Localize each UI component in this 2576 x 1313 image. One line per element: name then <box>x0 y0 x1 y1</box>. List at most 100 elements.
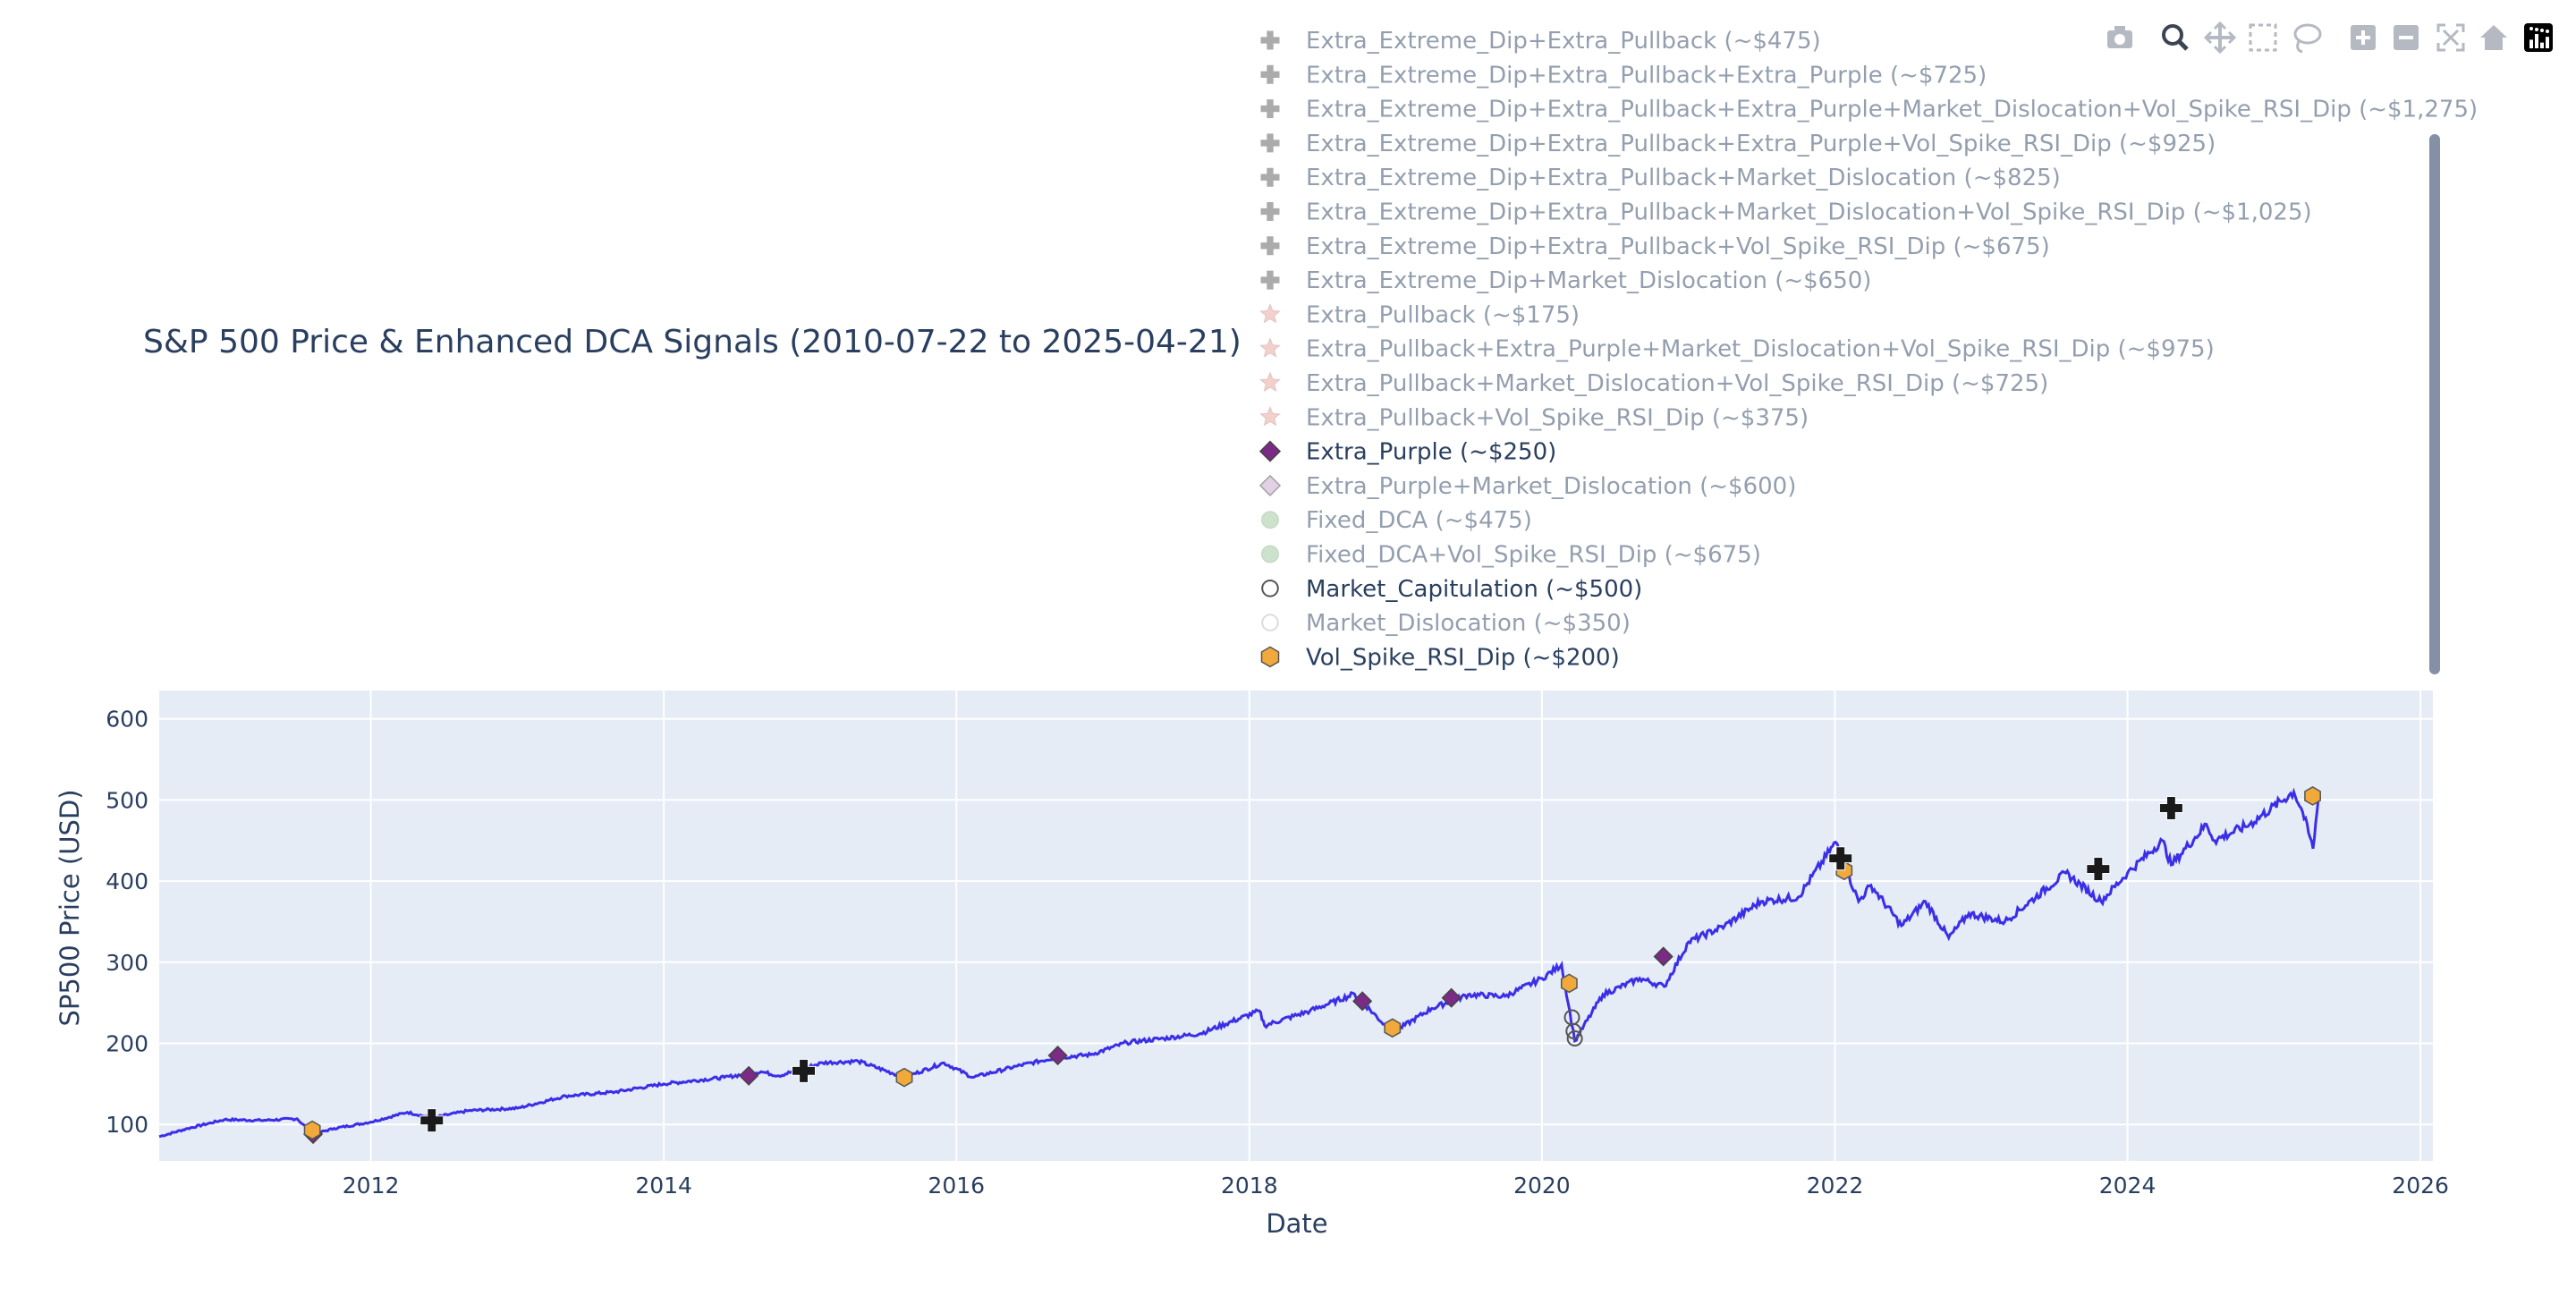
legend-item-label: Extra_Pullback+Vol_Spike_RSI_Dip (~$375) <box>1306 404 1809 431</box>
legend-item-label: Extra_Extreme_Dip+Extra_Pullback+Market_… <box>1306 165 2061 191</box>
legend-item[interactable]: Extra_Extreme_Dip+Extra_Pullback+Extra_P… <box>1259 97 2478 123</box>
y-axis-label: SP500 Price (USD) <box>55 789 85 1026</box>
signal-marker <box>792 1058 817 1083</box>
zoom-out-icon[interactable] <box>2394 25 2419 50</box>
legend-symbol-icon <box>1259 303 1281 324</box>
x-tick-label: 2020 <box>1513 1173 1571 1199</box>
signal-marker <box>1441 987 1462 1008</box>
zoom-in-icon[interactable] <box>2351 25 2376 50</box>
legend-symbol-icon <box>1259 235 1281 257</box>
legend-item[interactable]: Vol_Spike_RSI_Dip (~$200) <box>1260 644 1620 671</box>
y-tick-label: 500 <box>106 787 148 813</box>
legend-item[interactable]: Extra_Extreme_Dip+Extra_Pullback (~$475) <box>1259 28 1821 55</box>
legend-item-label: Extra_Pullback+Market_Dislocation+Vol_Sp… <box>1306 370 2048 397</box>
legend-item[interactable]: Extra_Extreme_Dip+Market_Dislocation (~$… <box>1259 267 1871 294</box>
y-tick-label: 300 <box>106 950 148 976</box>
legend-symbol-icon <box>1259 30 1281 51</box>
x-tick-label: 2026 <box>2392 1173 2449 1199</box>
legend-scrollbar[interactable] <box>2429 134 2440 674</box>
autoscale-icon[interactable] <box>2436 23 2465 52</box>
legend-item[interactable]: Extra_Extreme_Dip+Extra_Pullback+Market_… <box>1259 165 2061 191</box>
legend-item[interactable]: Extra_Extreme_Dip+Extra_Pullback+Extra_P… <box>1259 131 2216 157</box>
legend-symbol-icon <box>1259 132 1281 154</box>
legend-item[interactable]: Extra_Extreme_Dip+Extra_Pullback+Extra_P… <box>1259 62 1987 89</box>
legend-item-label: Extra_Extreme_Dip+Extra_Pullback+Extra_P… <box>1306 97 2478 123</box>
signal-marker <box>1352 991 1373 1012</box>
y-tick-label: 100 <box>106 1112 148 1138</box>
zoom-icon[interactable] <box>2162 24 2189 51</box>
legend-item-label: Vol_Spike_RSI_Dip (~$200) <box>1306 644 1620 671</box>
price-line <box>158 787 2320 1139</box>
legend-symbol-icon <box>1261 545 1279 563</box>
gridlines <box>159 690 2433 1161</box>
legend-item-label: Extra_Pullback (~$175) <box>1306 301 1580 328</box>
x-tick-label: 2014 <box>635 1173 692 1199</box>
legend-item-label: Extra_Extreme_Dip+Extra_Pullback (~$475) <box>1306 28 1821 55</box>
y-axis-ticks: 100 200 300 400 500 600 <box>106 707 148 1138</box>
legend-item-label: Extra_Extreme_Dip+Extra_Pullback+Extra_P… <box>1306 62 1987 89</box>
x-tick-label: 2022 <box>1807 1173 1864 1199</box>
legend-item[interactable]: Fixed_DCA+Vol_Spike_RSI_Dip (~$675) <box>1261 542 1761 569</box>
signal-marker <box>895 1067 913 1088</box>
legend-item-label: Market_Capitulation (~$500) <box>1306 576 1642 603</box>
x-axis-label: Date <box>1266 1208 1327 1239</box>
x-tick-label: 2012 <box>343 1173 400 1199</box>
legend-item-label: Fixed_DCA+Vol_Spike_RSI_Dip (~$675) <box>1306 542 1761 569</box>
signal-marker <box>1047 1046 1068 1066</box>
signal-marker <box>2086 857 2111 882</box>
legend-item[interactable]: Fixed_DCA (~$475) <box>1261 507 1532 534</box>
legend-symbol-icon <box>1258 440 1282 462</box>
legend-item-label: Extra_Pullback+Extra_Purple+Market_Dislo… <box>1306 336 2215 363</box>
x-axis-ticks: 2012 2014 2016 2018 2020 2022 2024 2026 <box>343 1173 2449 1199</box>
legend-item[interactable]: Extra_Purple (~$250) <box>1258 439 1556 466</box>
legend-item[interactable]: Extra_Purple+Market_Dislocation (~$600) <box>1258 473 1796 500</box>
legend-symbol-icon <box>1261 580 1279 597</box>
box-select-icon[interactable] <box>2249 23 2277 52</box>
pan-icon[interactable] <box>2203 21 2237 55</box>
legend-symbol-icon <box>1261 511 1279 529</box>
signal-marker <box>1828 846 1853 871</box>
signal-marker <box>419 1108 445 1133</box>
signal-marker <box>303 1120 321 1140</box>
legend-item[interactable]: Extra_Pullback+Extra_Purple+Market_Dislo… <box>1259 336 2215 363</box>
legend-item[interactable]: Extra_Pullback+Vol_Spike_RSI_Dip (~$375) <box>1259 404 1809 431</box>
legend-symbol-icon <box>1259 64 1281 85</box>
signal-marker <box>1560 973 1578 994</box>
lasso-select-icon[interactable] <box>2293 23 2322 54</box>
legend-item[interactable]: Extra_Pullback (~$175) <box>1259 301 1580 328</box>
plot-area[interactable] <box>159 690 2433 1161</box>
signal-marker <box>1384 1018 1402 1038</box>
y-tick-label: 400 <box>106 868 148 894</box>
signal-marker <box>2304 786 2321 806</box>
legend-item-label: Extra_Extreme_Dip+Extra_Pullback+Extra_P… <box>1306 131 2216 157</box>
legend-item-label: Extra_Extreme_Dip+Market_Dislocation (~$… <box>1306 267 1871 294</box>
legend-item[interactable]: Market_Dislocation (~$350) <box>1261 610 1631 637</box>
legend-symbol-icon <box>1259 98 1281 120</box>
legend[interactable]: Extra_Extreme_Dip+Extra_Pullback (~$475)… <box>1258 28 2478 671</box>
y-tick-label: 600 <box>106 707 148 733</box>
legend-item-label: Extra_Purple (~$250) <box>1306 439 1556 466</box>
plotly-logo-icon[interactable] <box>2524 23 2553 52</box>
legend-symbol-icon <box>1261 614 1279 631</box>
legend-item[interactable]: Extra_Pullback+Market_Dislocation+Vol_Sp… <box>1259 370 2049 397</box>
legend-symbol-icon <box>1259 269 1281 291</box>
legend-item[interactable]: Extra_Extreme_Dip+Extra_Pullback+Market_… <box>1259 199 2312 226</box>
legend-item-label: Fixed_DCA (~$475) <box>1306 507 1532 534</box>
legend-item[interactable]: Market_Capitulation (~$500) <box>1261 576 1642 603</box>
legend-symbol-icon <box>1259 405 1281 427</box>
signal-marker <box>1566 1030 1583 1047</box>
reset-axes-icon[interactable] <box>2480 25 2507 50</box>
x-tick-label: 2016 <box>928 1173 985 1199</box>
legend-symbol-icon <box>1259 371 1281 392</box>
camera-icon[interactable] <box>2107 26 2132 48</box>
y-tick-label: 200 <box>106 1031 148 1057</box>
signal-markers <box>303 786 2321 1145</box>
legend-item[interactable]: Extra_Extreme_Dip+Extra_Pullback+Vol_Spi… <box>1259 233 2050 260</box>
legend-item-label: Extra_Extreme_Dip+Extra_Pullback+Market_… <box>1306 199 2312 226</box>
signal-marker <box>1653 946 1674 967</box>
legend-symbol-icon <box>1259 201 1281 222</box>
legend-item-label: Extra_Purple+Market_Dislocation (~$600) <box>1306 473 1796 500</box>
signal-marker <box>739 1065 759 1086</box>
legend-item-label: Extra_Extreme_Dip+Extra_Pullback+Vol_Spi… <box>1306 233 2050 260</box>
